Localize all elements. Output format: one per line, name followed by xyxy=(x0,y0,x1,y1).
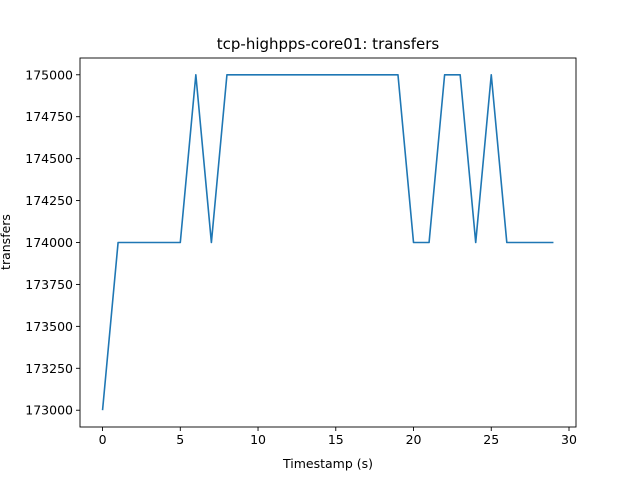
x-tick-label: 10 xyxy=(250,432,266,447)
y-tick-label: 173000 xyxy=(25,403,73,418)
y-tick-label: 174250 xyxy=(25,193,73,208)
y-tick-label: 173250 xyxy=(25,361,73,376)
x-tick-label: 5 xyxy=(176,432,184,447)
y-tick-label: 174000 xyxy=(25,235,73,250)
y-tick-label: 173500 xyxy=(25,319,73,334)
y-axis-label: transfers xyxy=(0,214,13,270)
y-tick-label: 175000 xyxy=(25,67,73,82)
x-tick-label: 20 xyxy=(406,432,422,447)
x-tick-label: 0 xyxy=(99,432,107,447)
x-tick-label: 15 xyxy=(328,432,344,447)
chart-title: tcp-highpps-core01: transfers xyxy=(217,35,440,53)
x-tick-label: 30 xyxy=(561,432,577,447)
series-line xyxy=(101,73,554,411)
x-axis: 0 5 10 15 20 25 30 xyxy=(99,427,577,447)
y-tick-label: 174750 xyxy=(25,109,73,124)
y-tick-label: 173750 xyxy=(25,277,73,292)
y-tick-label: 174500 xyxy=(25,151,73,166)
y-axis: 173000 173250 173500 173750 174000 174250 1745… xyxy=(25,67,80,418)
x-axis-label: Timestamp (s) xyxy=(282,456,373,471)
x-tick-label: 25 xyxy=(483,432,499,447)
